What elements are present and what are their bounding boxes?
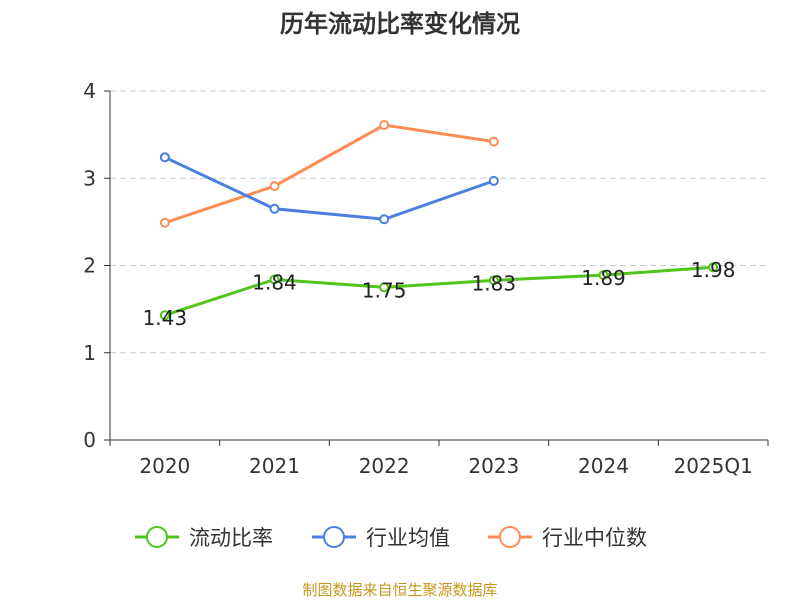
y-tick-label: 1 (83, 341, 96, 365)
chart-title: 历年流动比率变化情况 (280, 10, 520, 38)
data-point[interactable] (379, 120, 390, 131)
data-label: 1.83 (472, 271, 517, 295)
legend-item-2[interactable]: 行业中位数 (488, 526, 647, 550)
data-point[interactable] (159, 152, 170, 163)
y-tick-label: 3 (83, 166, 96, 190)
x-tick-label: 2024 (578, 454, 629, 478)
legend-circle-icon (146, 526, 168, 548)
x-tick-label: 2020 (139, 454, 190, 478)
source-note: 制图数据来自恒生聚源数据库 (302, 581, 497, 599)
data-label: 1.89 (581, 266, 626, 290)
data-label: 1.98 (691, 258, 736, 282)
series-line-0 (164, 265, 714, 317)
x-tick-label: 2023 (468, 454, 519, 478)
legend-label: 流动比率 (189, 526, 273, 550)
data-point[interactable] (708, 262, 719, 273)
legend-label: 行业中位数 (542, 526, 647, 550)
data-point[interactable] (159, 310, 170, 321)
data-point[interactable] (159, 217, 170, 228)
data-point[interactable] (269, 181, 280, 192)
data-label: 1.75 (362, 278, 407, 302)
y-tick-label: 0 (83, 428, 96, 452)
data-label: 1.43 (143, 306, 188, 330)
legend-circle-icon (323, 526, 345, 548)
series-line-2 (164, 123, 495, 225)
data-point[interactable] (598, 270, 609, 281)
data-label: 1.84 (252, 270, 297, 294)
data-point[interactable] (488, 275, 499, 286)
data-point[interactable] (488, 175, 499, 186)
legend-item-1[interactable]: 行业均值 (312, 526, 450, 550)
y-tick-label: 4 (83, 79, 96, 103)
y-tick-label: 2 (83, 254, 96, 278)
x-tick-label: 2025Q1 (673, 454, 752, 478)
data-point[interactable] (269, 203, 280, 214)
series-line-1 (164, 155, 495, 221)
data-point[interactable] (269, 274, 280, 285)
x-tick-label: 2021 (249, 454, 300, 478)
data-point[interactable] (488, 136, 499, 147)
legend-circle-icon (499, 526, 521, 548)
data-point[interactable] (379, 214, 390, 225)
x-tick-label: 2022 (359, 454, 410, 478)
legend-item-0[interactable]: 流动比率 (135, 526, 273, 550)
data-point[interactable] (379, 282, 390, 293)
legend-label: 行业均值 (366, 526, 450, 550)
